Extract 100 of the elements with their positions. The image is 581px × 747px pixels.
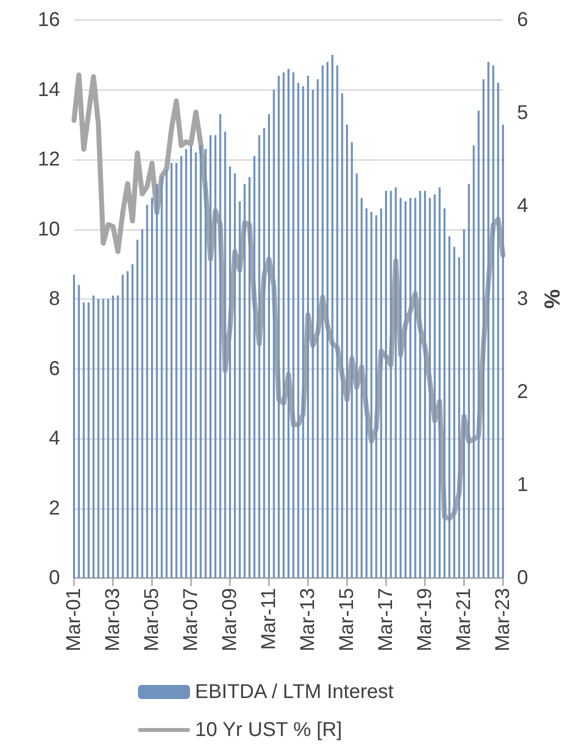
x-tick-label: Mar-13 <box>297 588 319 652</box>
bar <box>229 166 231 578</box>
bar <box>428 198 431 578</box>
bar <box>424 190 426 578</box>
bar <box>190 146 192 578</box>
y2-axis-title: % <box>540 289 564 309</box>
bar <box>175 162 178 578</box>
y2-tick-label: 5 <box>517 102 528 124</box>
bar <box>97 299 100 578</box>
bar <box>472 146 475 578</box>
x-tick-label: Mar-21 <box>453 588 475 652</box>
bar <box>444 208 446 578</box>
x-tick-label: Mar-07 <box>180 588 202 652</box>
bar <box>478 110 480 578</box>
bar <box>244 184 246 578</box>
bar <box>224 132 226 578</box>
bar <box>122 274 124 578</box>
bar <box>297 82 300 578</box>
x-tick-label: Mar-15 <box>336 588 358 652</box>
bar <box>341 93 344 578</box>
bar <box>132 264 134 578</box>
x-tick-label: Mar-11 <box>258 588 280 650</box>
bar <box>375 215 378 578</box>
bar <box>268 114 270 578</box>
x-tick-label: Mar-05 <box>141 588 163 652</box>
bar <box>380 208 382 578</box>
bar <box>146 204 148 578</box>
y2-tick-label: 1 <box>517 474 528 496</box>
x-tick-label: Mar-19 <box>414 588 436 652</box>
bar <box>331 54 334 578</box>
bar <box>385 190 387 578</box>
bar <box>73 274 75 578</box>
y-tick-label: 10 <box>38 218 60 240</box>
y2-tick-label: 2 <box>517 381 528 403</box>
bar <box>116 296 119 578</box>
bar <box>302 86 304 578</box>
bar <box>458 257 460 578</box>
bar <box>438 187 441 578</box>
x-tick-label: Mar-03 <box>102 588 124 652</box>
bar <box>307 76 309 578</box>
y-tick-label: 6 <box>48 358 60 380</box>
bar <box>336 65 338 578</box>
bar <box>258 135 260 578</box>
bar <box>238 201 241 578</box>
bar <box>248 176 250 578</box>
bar <box>112 296 114 578</box>
bar <box>234 173 236 578</box>
bar <box>394 187 397 578</box>
bar <box>292 72 294 578</box>
bar <box>448 236 450 578</box>
bar <box>200 146 202 578</box>
y-tick-label: 12 <box>38 148 60 170</box>
y-tick-label: 2 <box>48 497 60 520</box>
bar <box>219 114 222 578</box>
bar <box>141 229 144 578</box>
x-tick-label: Mar-17 <box>375 588 397 652</box>
bar <box>356 173 358 578</box>
bar <box>194 152 197 578</box>
bar <box>288 68 290 578</box>
bar <box>92 296 94 578</box>
bar <box>166 170 168 578</box>
bar <box>82 302 85 578</box>
bar <box>214 135 216 578</box>
bar <box>322 65 324 578</box>
y2-tick-label: 0 <box>517 567 528 589</box>
bar <box>419 190 422 578</box>
y-tick-label: 0 <box>48 567 60 589</box>
bar <box>136 240 138 578</box>
x-tick-label: Mar-09 <box>219 588 241 652</box>
bar <box>156 184 158 578</box>
y2-tick-label: 6 <box>517 9 528 31</box>
bar <box>204 149 207 578</box>
bar <box>370 212 372 578</box>
bar <box>390 190 392 578</box>
bar <box>170 162 172 578</box>
bar <box>210 135 212 578</box>
bar <box>312 90 314 578</box>
bar <box>414 198 416 578</box>
legend-label: 10 Yr UST % [R] <box>195 719 342 741</box>
bar <box>78 285 80 578</box>
bar <box>185 149 188 578</box>
bar <box>487 62 490 578</box>
bar <box>151 198 153 578</box>
y-tick-label: 14 <box>38 78 60 101</box>
bar <box>253 156 256 578</box>
bar <box>400 198 402 578</box>
y-tick-label: 8 <box>48 288 60 310</box>
y-tick-label: 16 <box>38 9 60 31</box>
y2-tick-label: 4 <box>517 195 528 217</box>
bar <box>126 271 129 578</box>
bar <box>453 246 456 578</box>
y2-tick-label: 3 <box>517 288 528 310</box>
bar <box>434 194 436 578</box>
x-tick-label: Mar-23 <box>492 588 514 652</box>
bar <box>107 299 110 578</box>
bar <box>278 76 280 578</box>
bar <box>492 65 494 578</box>
bar <box>409 198 412 578</box>
bar <box>160 176 163 578</box>
bar <box>463 229 465 578</box>
